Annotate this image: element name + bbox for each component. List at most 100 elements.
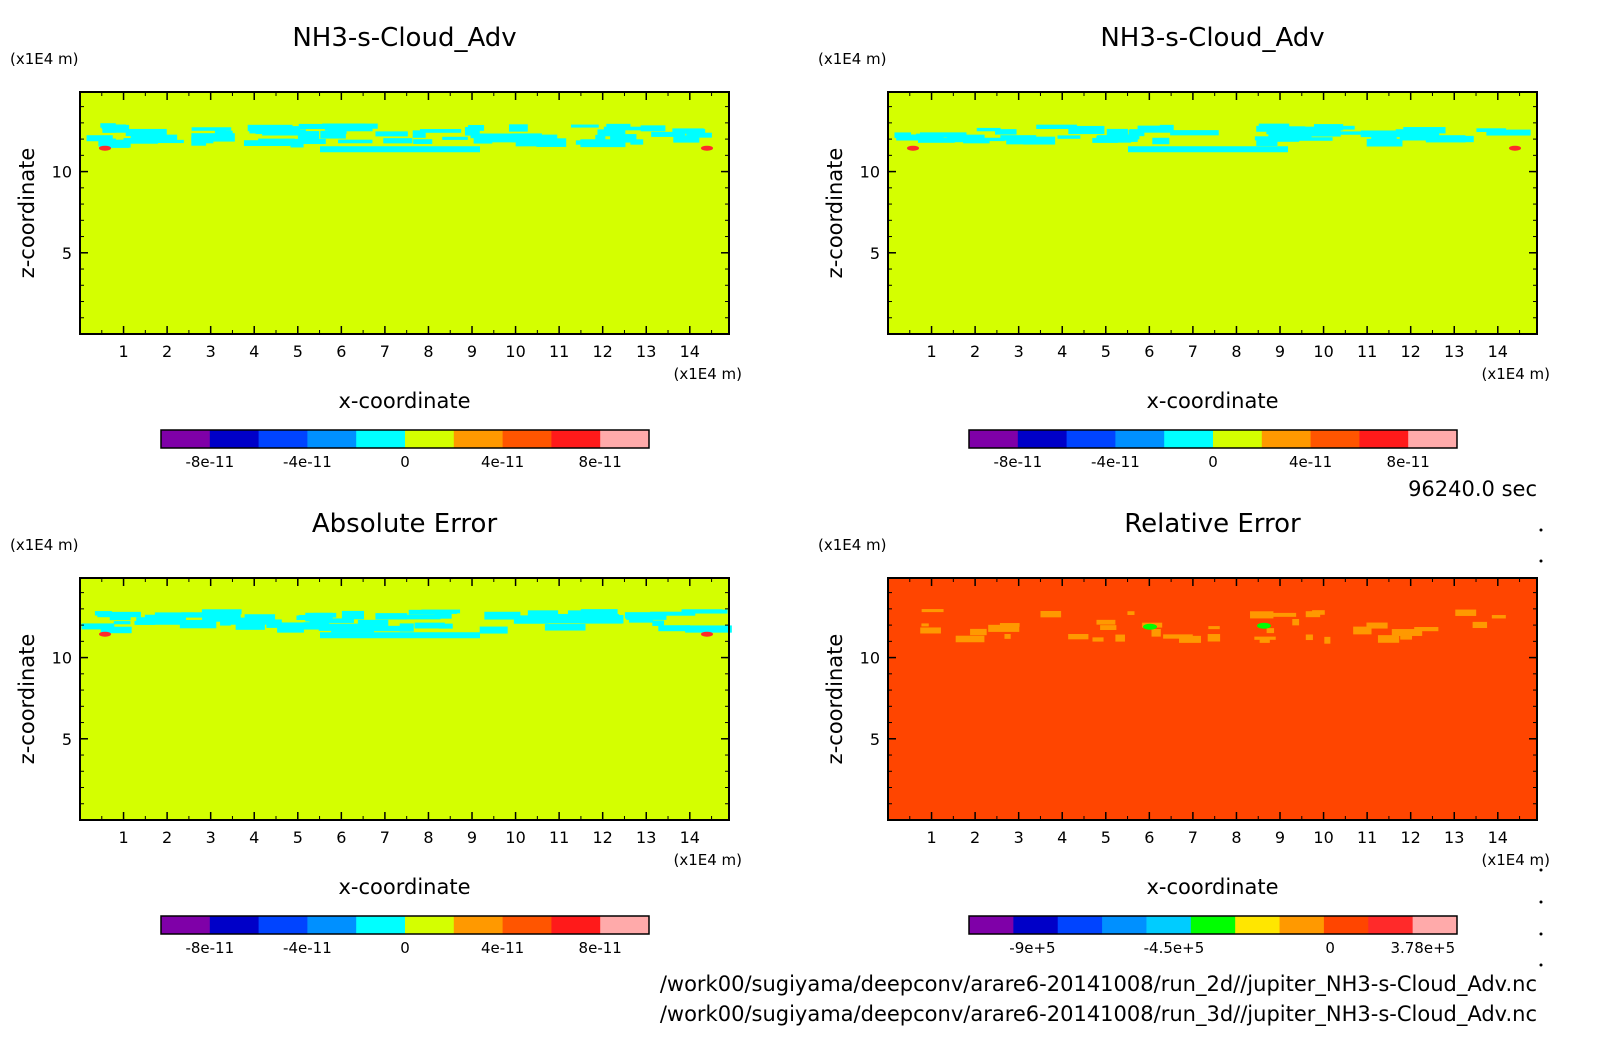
colorbar-tick-label: 0 bbox=[400, 939, 410, 957]
colorbar-frame bbox=[160, 915, 650, 935]
cloud-blob bbox=[473, 135, 493, 144]
x-tick-label: 11 bbox=[1357, 342, 1377, 361]
x-tick-label: 14 bbox=[1488, 342, 1508, 361]
cloud-blob bbox=[81, 623, 115, 630]
chart-title: Relative Error bbox=[1124, 509, 1301, 539]
hot-spot bbox=[99, 145, 111, 151]
cloud-blob bbox=[277, 625, 304, 633]
x-tick-label: 1 bbox=[926, 828, 936, 847]
cloud-blob bbox=[1295, 133, 1312, 139]
plot-frame bbox=[887, 577, 1538, 821]
x-tick-label: 8 bbox=[1231, 828, 1241, 847]
x-axis-label: x-coordinate bbox=[1146, 389, 1278, 413]
warm-blob bbox=[1100, 625, 1117, 630]
colorbar-tick-label: 4e-11 bbox=[1289, 453, 1332, 471]
x-tick-label: 9 bbox=[467, 828, 477, 847]
field-area bbox=[888, 578, 1537, 820]
x-tick-label: 7 bbox=[1188, 342, 1198, 361]
x-tick-label: 9 bbox=[1275, 828, 1285, 847]
x-unit-label: (x1E4 m) bbox=[1481, 365, 1550, 383]
colorbar-segment bbox=[1408, 430, 1458, 448]
cloud-blob bbox=[582, 614, 624, 624]
warm-blob bbox=[1305, 611, 1321, 618]
cloud-blob bbox=[1128, 129, 1145, 137]
cloud-blob bbox=[255, 127, 286, 135]
warm-blob bbox=[1179, 635, 1202, 643]
warm-blob bbox=[1377, 635, 1400, 643]
y-unit-label: (x1E4 m) bbox=[10, 536, 79, 554]
warm-blob bbox=[1092, 637, 1104, 642]
plot-frame bbox=[79, 91, 730, 335]
chart-panel-1: NH3-s-Cloud_Adv(x1E4 m)1 2 3 4 5 6 7 8 9 10 11 12 13… bbox=[10, 23, 742, 471]
warm-blob bbox=[921, 609, 944, 613]
warm-blob bbox=[921, 623, 929, 627]
warm-blob bbox=[1250, 611, 1274, 619]
y-tick-label: 5 bbox=[62, 730, 72, 749]
cloud-blob bbox=[658, 625, 691, 632]
colorbar-segment bbox=[1213, 430, 1263, 448]
colorbar-segment bbox=[502, 430, 552, 448]
colorbar-frame bbox=[968, 429, 1458, 449]
x-tick-label: 6 bbox=[336, 342, 346, 361]
colorbar-segment bbox=[356, 430, 406, 448]
cloud-blob bbox=[318, 625, 337, 631]
y-tick-label: 10 bbox=[860, 649, 880, 668]
cloud-blob bbox=[235, 621, 265, 630]
warm-blob bbox=[1414, 627, 1439, 632]
colorbar-segment bbox=[1310, 430, 1360, 448]
x-tick-label: 14 bbox=[680, 342, 700, 361]
cloud-blob bbox=[394, 614, 441, 620]
cloud-blob bbox=[125, 128, 167, 137]
warm-blob bbox=[955, 635, 985, 643]
warm-blob bbox=[1391, 629, 1423, 636]
cloud-blob bbox=[317, 623, 364, 630]
colorbar-tick-label: 0 bbox=[400, 453, 410, 471]
cloud-blob bbox=[217, 609, 241, 619]
x-axis-label: x-coordinate bbox=[1146, 875, 1278, 899]
colorbar-segment bbox=[600, 916, 650, 934]
cloud-blob bbox=[1425, 135, 1466, 143]
cloud-blob bbox=[328, 129, 347, 134]
colorbar: -9e+5 -4.5e+5 0 3.78e+5 bbox=[968, 915, 1458, 957]
cloud-blob bbox=[515, 138, 542, 147]
x-tick-label: 4 bbox=[1057, 828, 1067, 847]
colorbar-tick-label: 4e-11 bbox=[481, 453, 524, 471]
x-tick-label: 3 bbox=[1014, 828, 1024, 847]
colorbar-tick-label: -9e+5 bbox=[1009, 939, 1055, 957]
x-tick-label: 12 bbox=[1401, 342, 1421, 361]
hot-spot bbox=[701, 631, 713, 637]
colorbar-segment bbox=[1057, 916, 1103, 934]
colorbar-frame bbox=[968, 915, 1458, 935]
warm-blob bbox=[1455, 609, 1477, 616]
cloud-blob bbox=[136, 617, 187, 625]
cloud-blob bbox=[94, 611, 113, 616]
cloud-blob bbox=[651, 131, 686, 137]
x-unit-label: (x1E4 m) bbox=[673, 851, 742, 869]
y-unit-label: (x1E4 m) bbox=[10, 50, 79, 68]
cloud-blob bbox=[113, 621, 131, 625]
x-tick-label: 8 bbox=[423, 828, 433, 847]
warm-blob bbox=[1259, 637, 1270, 643]
x-tick-label: 13 bbox=[1444, 342, 1464, 361]
cloud-blob bbox=[214, 128, 226, 137]
y-tick-label: 5 bbox=[870, 244, 880, 263]
x-tick-label: 7 bbox=[380, 828, 390, 847]
cloud-blob bbox=[296, 615, 314, 621]
colorbar-segment bbox=[1412, 916, 1458, 934]
warm-blob bbox=[988, 624, 1020, 632]
chart-panel-4: Relative Error(x1E4 m)1 2 3 4 5 6 7 8 9 10 11 12 13 1… bbox=[818, 509, 1550, 957]
x-tick-label: 4 bbox=[1057, 342, 1067, 361]
colorbar-tick-label: -4e-11 bbox=[1091, 453, 1140, 471]
x-tick-label: 1 bbox=[926, 342, 936, 361]
x-tick-label: 7 bbox=[1188, 828, 1198, 847]
colorbar-segment bbox=[600, 430, 650, 448]
cloud-blob bbox=[486, 134, 522, 143]
cloud-blob bbox=[1313, 124, 1344, 131]
cloud-blob bbox=[1000, 135, 1037, 141]
warm-blob bbox=[1004, 633, 1011, 639]
cloud-blob bbox=[130, 134, 178, 141]
cold-spot bbox=[1257, 622, 1271, 629]
warm-blob bbox=[1040, 610, 1062, 618]
x-tick-label: 5 bbox=[293, 342, 303, 361]
